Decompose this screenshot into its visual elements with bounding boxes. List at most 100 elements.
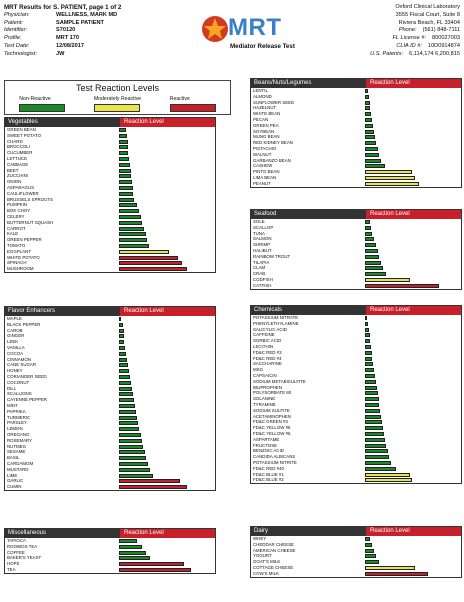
reaction-bar	[119, 317, 121, 321]
food-row: CAFFEINE	[251, 332, 461, 338]
food-row: GARLIC	[5, 478, 215, 484]
reaction-bar	[365, 123, 374, 128]
food-row: MUSHROOM	[5, 266, 215, 272]
section-beans: Beans/Nuts/Legumes Reaction Level LENTIL AL…	[250, 78, 462, 188]
food-label: FD&C RED #40	[253, 465, 284, 471]
lab-address1: 3555 Fiscal Court, Suite 8	[395, 11, 460, 18]
patient-field: Profile: MRT 170	[4, 35, 121, 43]
section-header: Seafood Reaction Level	[251, 210, 461, 219]
food-label: MINT	[7, 402, 18, 408]
legend-item: Moderately Reactive	[94, 96, 141, 112]
food-label: POTASSIUM NITRITE	[253, 459, 297, 465]
food-row: SCALLIONS	[5, 391, 215, 397]
food-row: CAROB	[5, 328, 215, 334]
food-label: CARDAMOM	[7, 460, 34, 466]
section-header: Vegetables Reaction Level	[5, 118, 215, 127]
food-row: ZUCCHINI	[5, 173, 215, 179]
section-title: Vegetables	[8, 119, 38, 125]
section-header: Dairy Reaction Level	[251, 527, 461, 536]
reaction-bar	[365, 449, 388, 454]
section-flavor-enhancers: Flavor Enhancers Reaction Level MAPLE BLACK…	[4, 306, 216, 491]
food-row: FD&C BLUE #1	[251, 472, 461, 478]
reaction-bar	[365, 391, 378, 396]
reaction-bar	[365, 339, 371, 344]
food-label: SORBIC ACID	[253, 338, 282, 344]
reaction-bar	[365, 537, 371, 541]
legend-label: Moderately Reactive	[93, 96, 142, 102]
reaction-bar	[119, 255, 179, 260]
food-label: POTASSIUM NITRATE	[253, 315, 299, 320]
food-row: LETTUCE	[5, 156, 215, 162]
food-row: SCALLOP	[251, 225, 461, 231]
food-row: COCOA	[5, 351, 215, 357]
reaction-bar	[119, 444, 144, 449]
food-row: COW'S MILK	[251, 571, 461, 577]
patient-field-value: 12/08/2017	[56, 42, 84, 49]
food-row: GARBANZO BEAN	[251, 158, 461, 164]
food-label: ROSEMARY	[7, 437, 33, 443]
food-row: ALMOND	[251, 94, 461, 100]
reaction-bar	[119, 374, 130, 379]
food-row: CLAM	[251, 265, 461, 271]
food-label: IBUPROPHEN	[253, 384, 283, 390]
food-row: PEANUT	[251, 181, 461, 187]
food-label: ACETAMINOPHEN	[253, 413, 291, 419]
food-row: PHENYLETHYLAMINE	[251, 321, 461, 327]
reaction-bar	[365, 472, 410, 477]
food-label: CHEDDAR CHEESE	[253, 541, 294, 547]
reaction-bar	[365, 397, 379, 402]
reaction-level-header: Reaction Level	[120, 118, 215, 127]
food-label: GREEN PEPPER	[7, 237, 42, 243]
reaction-bar	[119, 351, 127, 356]
food-label: YOGURT	[253, 553, 272, 559]
food-row: FD&C YELLOW #5	[251, 425, 461, 431]
food-row: NUTMEG	[5, 444, 215, 450]
reaction-bar	[365, 272, 386, 277]
logo-brand: MRT	[228, 14, 282, 41]
reaction-bar	[119, 485, 187, 490]
food-label: GARLIC	[7, 478, 24, 484]
section-title: Flavor Enhancers	[8, 308, 56, 314]
food-label: CABBAGE	[7, 161, 29, 167]
food-row: TAPIOCA	[5, 538, 215, 544]
food-label: CAPSAICIN	[253, 372, 277, 378]
reaction-bar	[365, 220, 370, 224]
food-row: GREEN PEA	[251, 123, 461, 129]
patient-field-value: SAMPLE PATIENT	[56, 19, 104, 26]
food-row: FD&C RED #40	[251, 466, 461, 472]
food-row: ONION	[5, 179, 215, 185]
food-row: TILAPIA	[251, 260, 461, 266]
reaction-bar	[365, 243, 376, 248]
section-header: Miscellaneous Reaction Level	[5, 529, 215, 538]
section-title: Seafood	[254, 211, 277, 217]
reaction-bar	[119, 438, 142, 443]
patient-field-label: Test Date:	[4, 42, 30, 49]
lab-field-label: U.S. Patents:	[370, 50, 404, 57]
section-header: Chemicals Reaction Level	[251, 306, 461, 315]
food-label: ASPARTAME	[253, 436, 280, 442]
food-label: LEMON	[7, 426, 23, 432]
food-label: CAULIFLOWER	[7, 190, 39, 196]
food-label: GREEN PEA	[253, 122, 279, 128]
food-label: HOPS	[7, 561, 20, 567]
food-label: FD&C RED #4	[253, 355, 282, 361]
food-label: TEA	[7, 566, 16, 572]
food-row: WALNUT	[251, 152, 461, 158]
food-label: GARBANZO BEAN	[253, 157, 291, 163]
reaction-bar	[365, 321, 368, 326]
food-row: ACETAMINOPHEN	[251, 414, 461, 420]
reaction-level-header: Reaction Level	[366, 210, 461, 219]
food-label: MUNG BEAN	[253, 134, 280, 140]
reaction-bar	[119, 392, 133, 397]
food-row: POTASSIUM NITRITE	[251, 460, 461, 466]
food-row: COFFEE	[5, 550, 215, 556]
food-label: NUTMEG	[7, 443, 27, 449]
food-label: CELERY	[7, 213, 25, 219]
section-header: Flavor Enhancers Reaction Level	[5, 307, 215, 316]
reaction-bar	[365, 248, 378, 253]
food-row: TOMATO	[5, 243, 215, 249]
legend-label: Non-Reactive	[19, 96, 51, 102]
food-label: BENZOIC ACID	[253, 448, 284, 454]
food-label: MUSHROOM	[7, 266, 34, 272]
food-row: CUMIN	[5, 484, 215, 490]
